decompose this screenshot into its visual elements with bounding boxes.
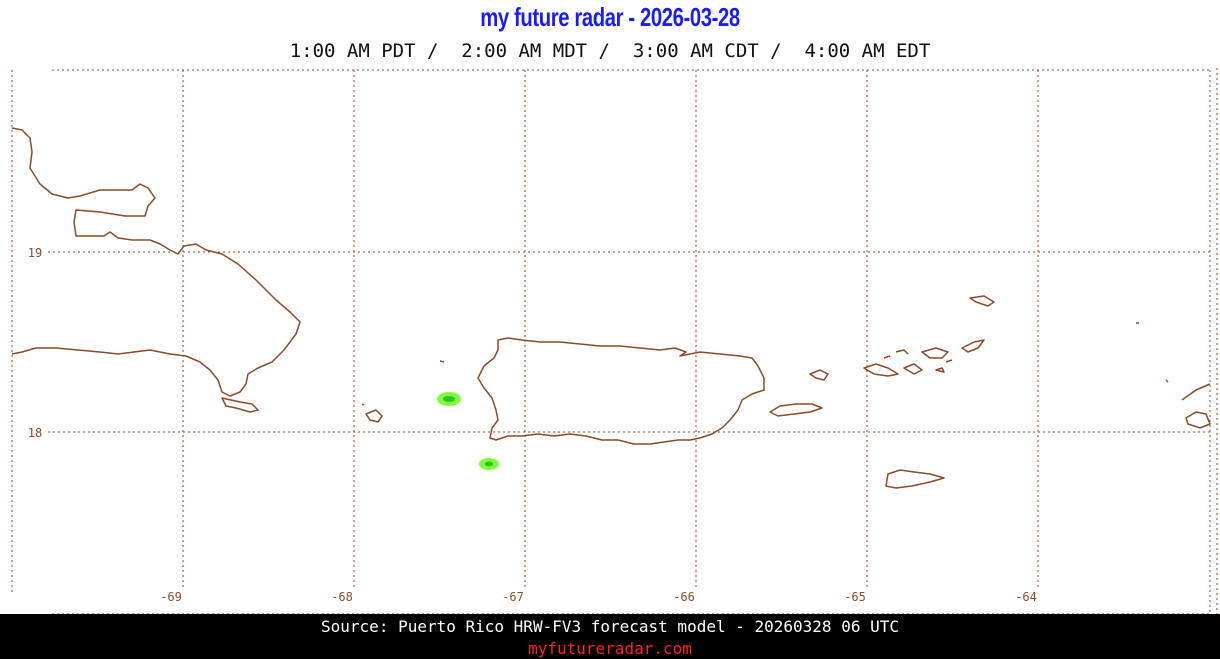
lat-tick-labels: 19 18: [28, 246, 42, 440]
coastline-jost: [895, 349, 909, 355]
coastline-vieques: [769, 403, 823, 417]
footer-bar: Source: Puerto Rico HRW-FV3 forecast mod…: [0, 614, 1220, 659]
coastline-st-barts: [1185, 411, 1211, 429]
coastline-st-croix: [885, 469, 945, 489]
coastline-puerto-rico: [477, 337, 765, 445]
lon-label: -67: [502, 590, 524, 604]
coastline-small-vi-3: [883, 355, 891, 359]
coastline-virgin-gorda: [961, 339, 985, 353]
coastline-monito: [361, 403, 365, 406]
coastline-mona: [365, 409, 383, 423]
lon-label: -64: [1015, 590, 1037, 604]
coastline-small-vi-2: [945, 359, 953, 363]
map-frame: [11, 68, 1218, 614]
radar-echo-west-core: [443, 396, 455, 402]
radar-echo-south-core: [485, 461, 493, 467]
lon-label: -66: [673, 590, 695, 604]
coastline-anegada: [969, 295, 995, 307]
lon-tick-labels: -69 -68 -67 -66 -65 -64: [160, 590, 1037, 604]
coastline-desecheo: [439, 360, 445, 363]
coastline-st-thomas: [863, 363, 899, 377]
coastline-culebra: [809, 369, 829, 381]
coastline-small-vi: [935, 367, 945, 373]
time-zones-subtitle: 1:00 AM PDT / 2:00 AM MDT / 3:00 AM CDT …: [289, 40, 931, 62]
source-text: Source: Puerto Rico HRW-FV3 forecast mod…: [321, 617, 899, 636]
lon-label: -68: [331, 590, 353, 604]
radar-map: -69 -68 -67 -66 -65 -64 19 18: [11, 68, 1218, 614]
radar-echoes: [437, 392, 499, 470]
coastlines: [11, 127, 1211, 489]
lat-label: 18: [28, 426, 42, 440]
coastline-st-john: [903, 363, 923, 375]
coastline-saona: [221, 397, 259, 413]
coastline-st-martin: [1181, 383, 1211, 401]
coastline-hispaniola: [11, 127, 301, 397]
lat-label: 19: [28, 246, 42, 260]
coastline-tortola: [921, 347, 949, 359]
lon-label: -65: [844, 590, 866, 604]
graticule: [48, 70, 1210, 588]
site-link[interactable]: myfutureradar.com: [528, 639, 692, 658]
coastline-dot: [1165, 379, 1169, 383]
lon-label: -69: [160, 590, 182, 604]
page-title: my future radar - 2026-03-28: [480, 2, 740, 32]
